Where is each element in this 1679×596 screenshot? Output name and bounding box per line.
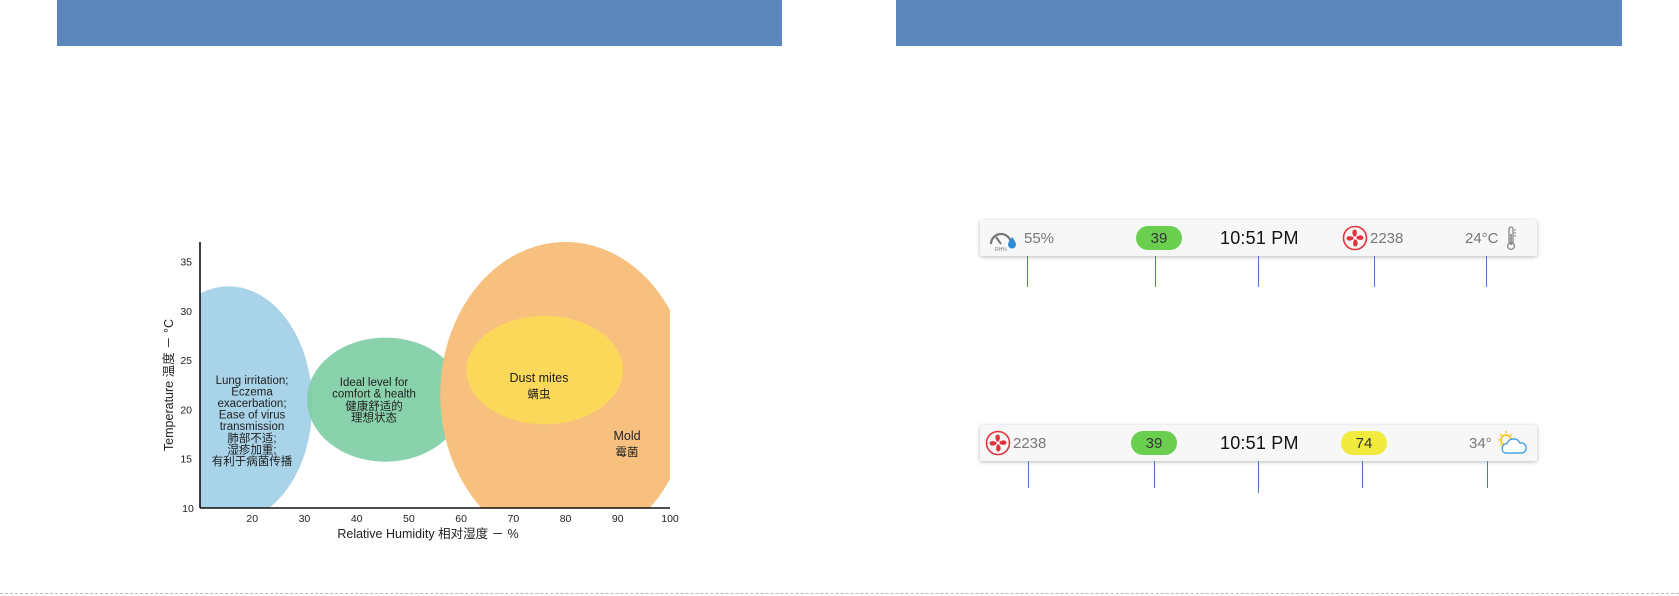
region-label-lung: transmission <box>220 421 285 433</box>
humidity-temperature-chart: 10 20 30 40 50 60 70 80 90 100 15 20 25 30 35 Lung irr… <box>161 242 679 541</box>
y-tick-label: 30 <box>180 306 192 318</box>
region-label-lung-cn: 有利于病菌传播 <box>212 454 293 468</box>
fan-icon <box>985 430 1011 456</box>
callout-line <box>1154 461 1155 488</box>
chart-regions <box>200 242 670 508</box>
x-tick-label: 70 <box>507 513 519 525</box>
callout-line <box>1027 256 1028 287</box>
region-label-dust: Dust mites <box>509 371 568 385</box>
x-tick-label: 100 <box>661 513 679 525</box>
time-text: 10:51 PM <box>1220 227 1299 248</box>
callout-line <box>1028 461 1029 488</box>
callout-line <box>1486 256 1487 287</box>
region-label-lung: Eczema <box>231 387 273 399</box>
region-label-ideal-cn: 健康舒适的 <box>345 399 403 413</box>
fan-indicator: 2238 <box>1342 220 1403 256</box>
x-tick-label: 20 <box>246 513 258 525</box>
chart-tick-labels: 10 20 30 40 50 60 70 80 90 100 15 20 25 30 35 <box>180 257 679 525</box>
x-tick-label: 80 <box>560 513 572 525</box>
x-tick-label: 60 <box>455 513 467 525</box>
humidity-indicator: RH% 55% <box>988 220 1054 256</box>
region-label-mold: Mold <box>613 429 640 443</box>
aqi-indicator: 39 <box>1131 425 1177 461</box>
temperature-value: 24°C <box>1465 229 1499 247</box>
weather-indicator: 34° <box>1469 425 1528 461</box>
status-bar-weather-view: 2238 39 10:51 PM 74 34° <box>980 425 1537 461</box>
callout-line <box>1258 461 1259 493</box>
region-ideal <box>307 337 464 462</box>
x-tick-label: 40 <box>351 513 363 525</box>
bottom-divider <box>0 593 1679 594</box>
region-label-lung-cn: 湿疹加重; <box>227 443 276 457</box>
x-axis-title: Relative Humidity 相对湿度 － % <box>337 526 518 541</box>
region-label-lung: Lung irritation; <box>216 375 289 387</box>
aqi-badge: 39 <box>1136 226 1182 250</box>
temperature-indicator: 24°C <box>1465 220 1517 256</box>
region-lung <box>200 286 313 508</box>
y-tick-label: 15 <box>180 454 192 466</box>
y-tick-label: 35 <box>180 257 192 269</box>
callout-line <box>1155 256 1156 287</box>
aqi-badge: 39 <box>1131 431 1177 455</box>
humidity-gauge-icon: RH% <box>988 224 1016 252</box>
region-label-ideal: comfort & health <box>332 389 416 401</box>
region-label-mold-cn: 霉菌 <box>616 446 639 459</box>
humidity-value: 55% <box>1024 229 1055 247</box>
weather-temperature: 34° <box>1469 434 1492 452</box>
callout-line <box>1362 461 1363 488</box>
partly-cloudy-icon <box>1494 430 1528 456</box>
index-badge: 74 <box>1341 431 1387 455</box>
x-tick-label: 90 <box>612 513 624 525</box>
right-slide-header-bar <box>896 0 1622 46</box>
region-label-dust-cn: 螨虫 <box>528 388 551 401</box>
x-tick-label: 30 <box>299 513 311 525</box>
region-label-lung: Ease of virus <box>219 410 286 422</box>
region-label-ideal-cn: 理想状态 <box>351 411 397 425</box>
left-slide-header-bar <box>57 0 782 46</box>
chart-axes <box>199 242 670 509</box>
x-tick-label: 50 <box>403 513 415 525</box>
aqi-indicator: 39 <box>1136 220 1182 256</box>
clock: 10:51 PM <box>1220 220 1299 256</box>
region-label-ideal: Ideal level for <box>340 377 409 389</box>
thermometer-icon <box>1505 225 1517 251</box>
region-label-lung-cn: 肺部不适; <box>227 431 276 445</box>
fan-value: 2238 <box>1370 229 1404 247</box>
clock: 10:51 PM <box>1220 425 1299 461</box>
fan-icon <box>1342 225 1368 251</box>
callout-line <box>1487 461 1488 488</box>
y-axis-title: Temperature 温度 － °C <box>161 319 176 451</box>
fan-indicator: 2238 <box>985 425 1046 461</box>
region-dust <box>466 315 623 425</box>
svg-text:RH%: RH% <box>995 247 1007 252</box>
x-tick-label: 10 <box>182 503 194 515</box>
y-tick-label: 20 <box>180 404 192 416</box>
callout-line <box>1374 256 1375 287</box>
fan-value: 2238 <box>1013 434 1047 452</box>
status-bar-humidity-view: RH% 55% 39 10:51 PM <box>980 220 1537 256</box>
y-tick-label: 25 <box>180 355 192 367</box>
region-label-lung: exacerbation; <box>217 398 286 410</box>
chart-region-labels: Lung irritation;Eczemaexacerbation;Ease … <box>212 371 641 468</box>
index-indicator: 74 <box>1341 425 1387 461</box>
callout-line <box>1258 256 1259 287</box>
time-text: 10:51 PM <box>1220 432 1299 453</box>
